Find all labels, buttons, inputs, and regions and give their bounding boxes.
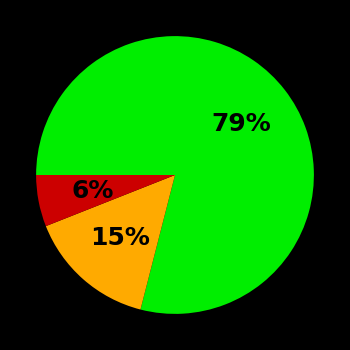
Text: 79%: 79% — [211, 112, 271, 136]
Wedge shape — [36, 175, 175, 226]
Text: 15%: 15% — [90, 225, 150, 250]
Text: 6%: 6% — [72, 178, 114, 203]
Wedge shape — [36, 36, 314, 314]
Wedge shape — [46, 175, 175, 309]
